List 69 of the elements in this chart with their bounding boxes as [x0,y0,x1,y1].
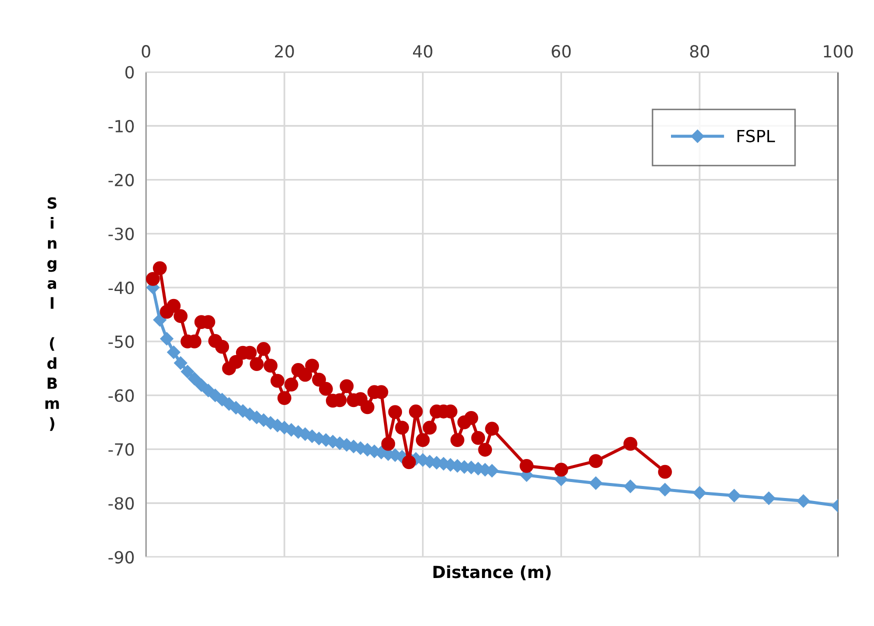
point [381,436,396,451]
point [693,486,706,500]
point [188,372,202,386]
y-tick-label: -60 [108,389,134,402]
point [256,342,271,356]
point [728,488,741,502]
point [166,298,181,313]
y-tick-label: -40 [108,282,134,294]
y-tick-label: -50 [108,335,134,348]
point [194,378,208,392]
x-tick-label: 40 [413,45,432,58]
point [250,357,264,372]
x-tick-label: 100 [824,45,853,58]
point [623,436,638,451]
point [229,354,243,369]
point [146,272,160,286]
y-tick-label: -20 [108,174,134,186]
x-tick-label: 60 [552,45,571,58]
point [388,405,402,419]
point [796,494,810,508]
point [215,340,230,354]
y-tick-label: -90 [108,550,134,564]
x-axis-title: Distance (m) [433,565,551,580]
point [624,480,637,493]
point [478,442,492,457]
point [174,309,188,324]
point [520,458,534,473]
point [416,433,430,448]
point [153,313,166,326]
point [277,391,292,405]
point [340,379,354,394]
point [174,356,188,370]
point [298,368,312,382]
point [167,346,180,359]
y-tick-label: -80 [108,497,134,510]
x-tick-label: 20 [275,45,294,58]
point [762,492,776,505]
point [270,374,284,388]
point [160,332,174,346]
x-tick-label: 0 [142,45,150,58]
point [152,261,167,276]
point [485,422,499,436]
point [422,420,437,435]
x-tick-label: 80 [690,45,710,58]
point [554,462,568,477]
point [312,372,326,387]
point [408,404,423,418]
point [658,483,672,496]
point [471,430,486,445]
legend-label: FSPL [737,130,775,142]
point [658,464,672,479]
point [180,365,194,378]
point [202,384,215,398]
point [589,476,602,490]
point [360,400,374,414]
y-tick-label: -10 [108,120,134,132]
y-tick-label: 0 [125,66,134,79]
point [318,382,333,396]
point [588,454,603,468]
point [450,433,464,448]
y-tick-label: -70 [108,443,134,456]
text: Singal (dBm) [45,197,59,431]
point [305,358,320,373]
point [395,420,409,435]
y-tick-label: -30 [108,228,134,240]
point [464,411,478,425]
point [284,378,298,392]
point [264,358,278,373]
point [402,455,416,470]
